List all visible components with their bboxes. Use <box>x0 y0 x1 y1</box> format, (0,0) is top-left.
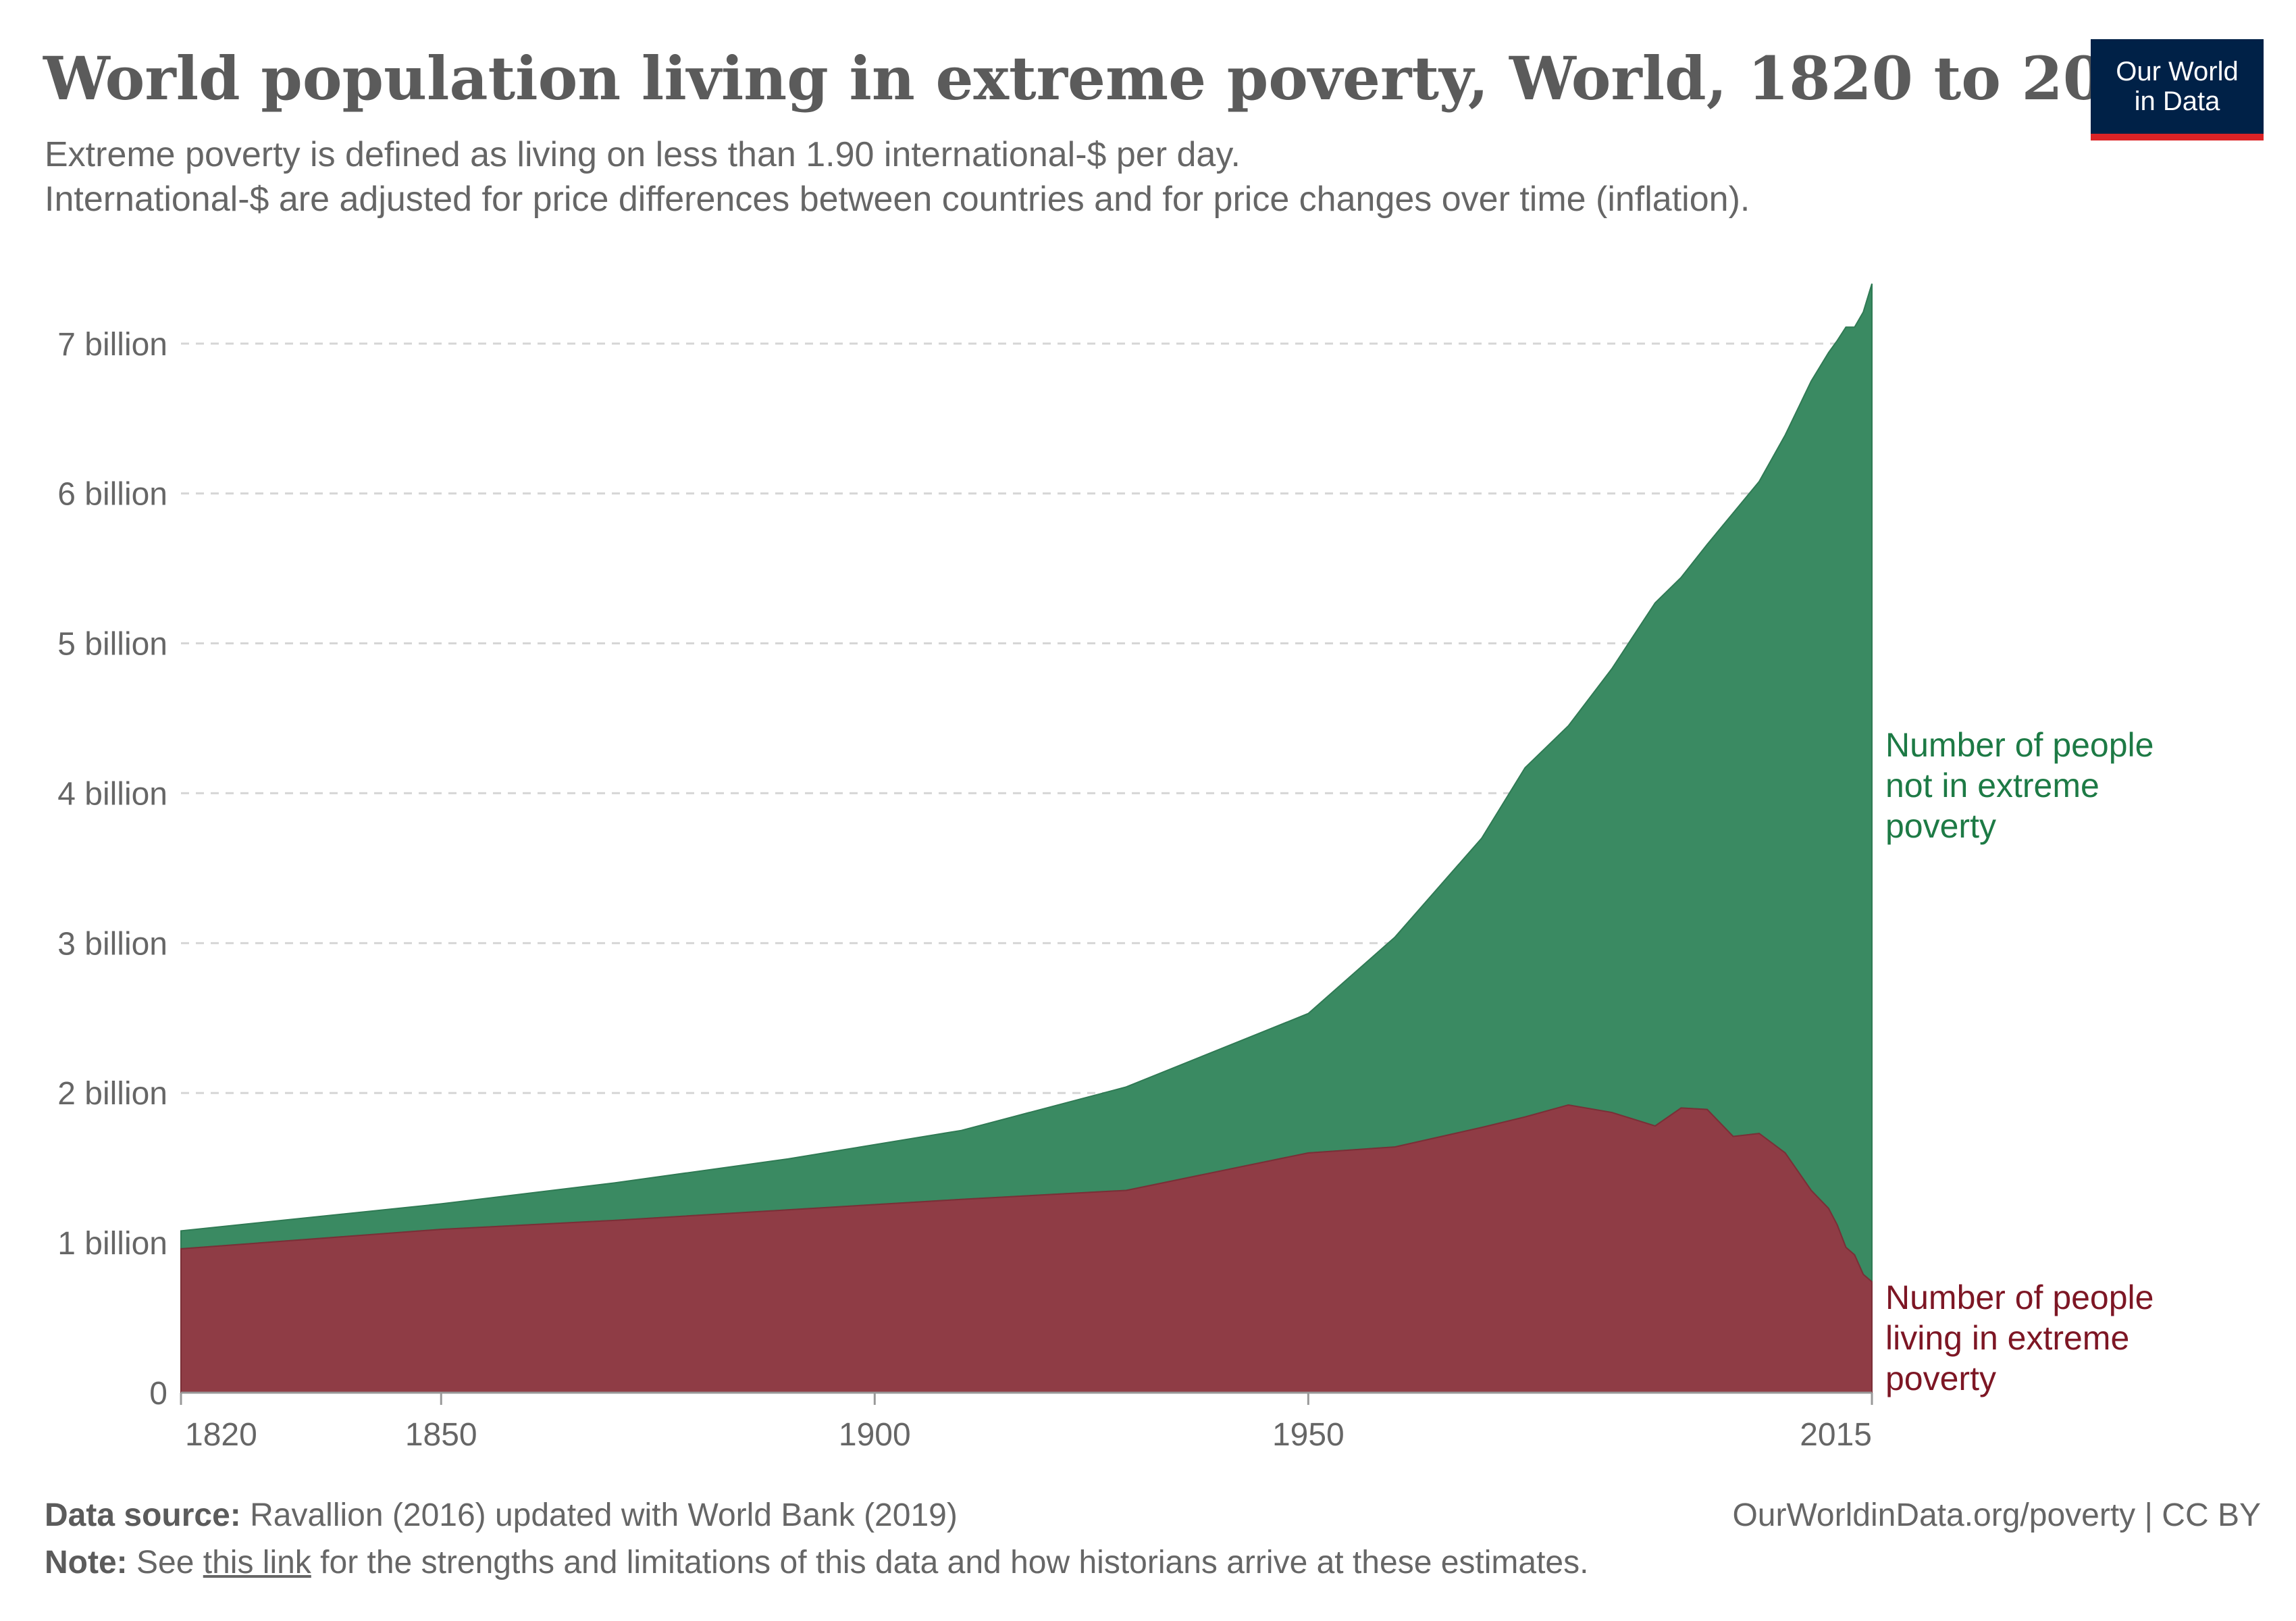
chart-subtitle: Extreme poverty is defined as living on … <box>45 132 1750 222</box>
source-label: Data source: <box>45 1497 241 1533</box>
y-tick-label: 1 billion <box>57 1226 167 1262</box>
y-tick-label: 6 billion <box>57 477 167 513</box>
owid-url[interactable]: OurWorldinData.org/poverty | CC BY <box>1732 1497 2261 1533</box>
y-tick-label: 3 billion <box>57 926 167 962</box>
subtitle-line-2: International-$ are adjusted for price d… <box>45 180 1750 219</box>
x-tick-label: 1850 <box>405 1417 477 1453</box>
x-tick-label: 2015 <box>1800 1417 1872 1453</box>
y-tick-label: 7 billion <box>57 327 167 363</box>
label-not-in-extreme-poverty: poverty <box>1885 807 1996 845</box>
note-post: for the strengths and limitations of thi… <box>320 1545 1589 1580</box>
label-not-in-extreme-poverty: Number of people <box>1885 726 2154 764</box>
data-source: Data source: Ravallion (2016) updated wi… <box>45 1497 958 1534</box>
logo-line-2: in Data <box>2134 86 2220 116</box>
source-text: Ravallion (2016) updated with World Bank… <box>250 1497 958 1533</box>
label-not-in-extreme-poverty: not in extreme <box>1885 767 2099 804</box>
x-tick-label: 1900 <box>839 1417 911 1453</box>
label-living-in-extreme-poverty: Number of people <box>1885 1279 2154 1316</box>
note-pre: See <box>136 1545 194 1580</box>
label-living-in-extreme-poverty: living in extreme <box>1885 1319 2129 1357</box>
note: Note: See this link for the strengths an… <box>45 1544 1588 1581</box>
label-living-in-extreme-poverty: poverty <box>1885 1360 1996 1397</box>
y-tick-label: 5 billion <box>57 627 167 663</box>
owid-logo[interactable]: Our World in Data <box>2091 39 2264 140</box>
chart-title: World population living in extreme pover… <box>43 43 2187 113</box>
x-tick-label: 1820 <box>185 1417 257 1453</box>
y-tick-label: 2 billion <box>57 1076 167 1112</box>
area-living-in-extreme-poverty <box>180 1104 1873 1393</box>
y-tick-label: 4 billion <box>57 776 167 812</box>
x-tick-label: 1950 <box>1272 1417 1345 1453</box>
axes: 0 1 billion 2 billion 3 billion 4 billion 5 b… <box>57 327 1873 1453</box>
y-tick-label: 0 <box>149 1376 167 1412</box>
logo-line-1: Our World <box>2116 57 2239 86</box>
subtitle-line-1: Extreme poverty is defined as living on … <box>45 135 1241 174</box>
note-label: Note: <box>45 1545 128 1580</box>
stacked-areas <box>180 283 1873 1393</box>
note-link[interactable]: this link <box>203 1545 311 1580</box>
